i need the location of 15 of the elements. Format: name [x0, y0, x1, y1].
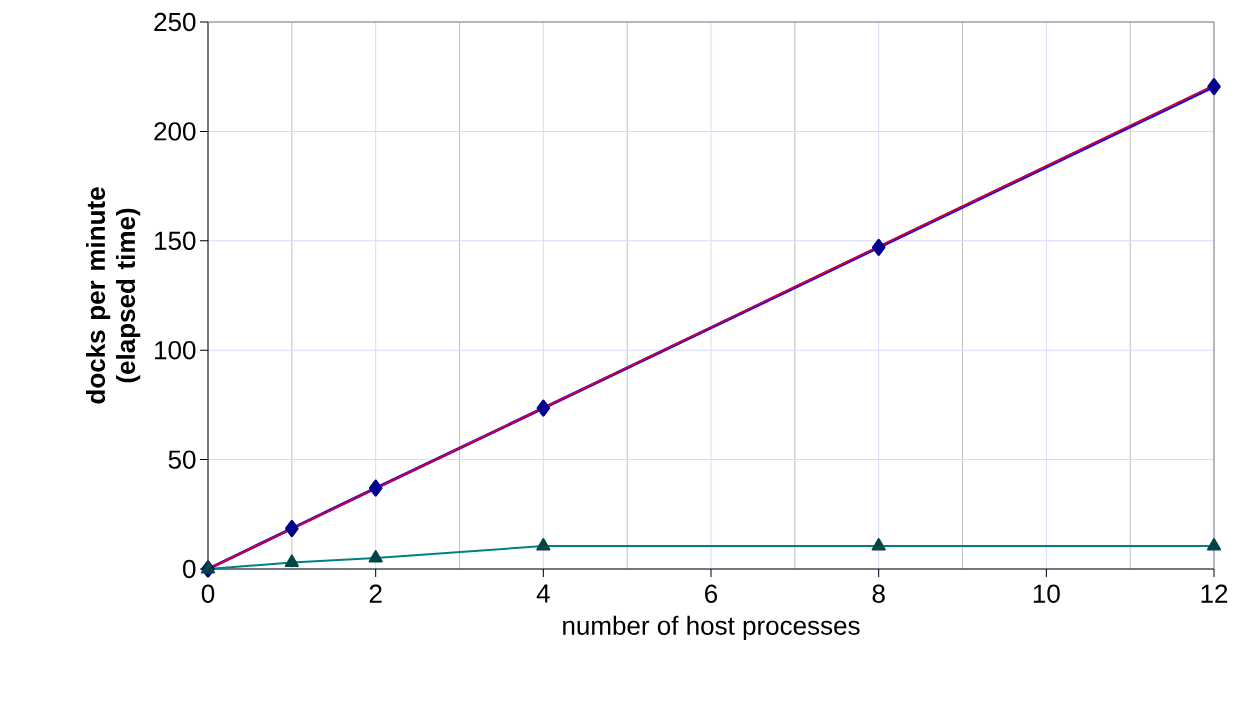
x-tick-label: 4	[536, 584, 550, 603]
x-tick-label: 10	[1033, 584, 1060, 603]
y-tick-label: 150	[155, 231, 196, 250]
y-tick-label: 0	[183, 559, 196, 579]
y-tick-label: 200	[154, 122, 196, 141]
x-tick-label: 12	[1201, 584, 1228, 603]
y-tick-label: 250	[154, 12, 196, 32]
x-tick-label: 2	[369, 584, 382, 603]
y-tick-label: 50	[168, 450, 196, 469]
x-tick-label: 0	[201, 584, 215, 603]
x-axis-title: number of host processes	[563, 615, 860, 641]
y-tick-label: 100	[155, 340, 196, 360]
y-axis-title: docks per minute (elapsed time)	[86, 187, 141, 404]
x-tick-label: 8	[872, 584, 885, 603]
x-tick-label: 6	[705, 584, 718, 603]
